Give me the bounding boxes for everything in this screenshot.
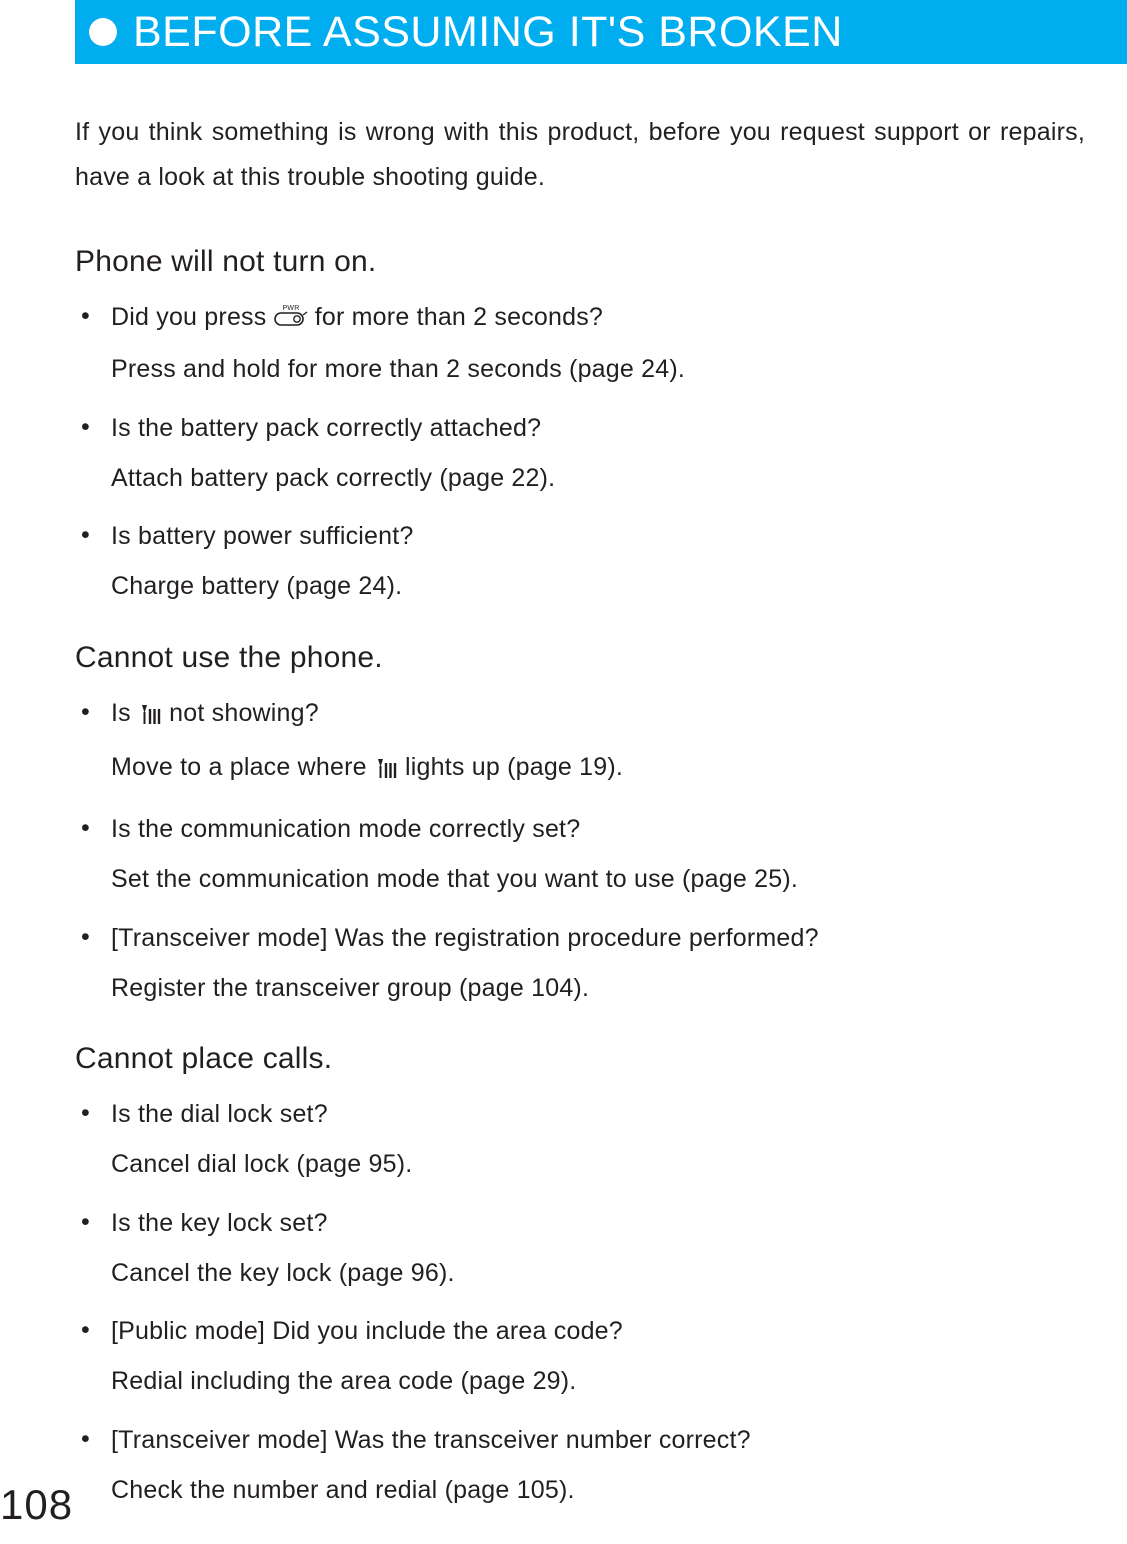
section-heading: Cannot use the phone.	[75, 641, 1085, 675]
question-text: Is the battery pack correctly attached?	[111, 410, 1085, 446]
answer-text-pre: Move to a place where	[111, 753, 374, 781]
list-item: Is battery power sufficient? Charge batt…	[75, 518, 1085, 605]
section-cannot-use-phone: Cannot use the phone. Is not showing? Mo…	[75, 641, 1085, 1007]
list-item: Did you press PWR for more than 2 second…	[75, 299, 1085, 388]
question-text: [Transceiver mode] Was the registration …	[111, 920, 1085, 956]
power-button-icon: PWR	[274, 301, 308, 337]
list-item: [Public mode] Did you include the area c…	[75, 1313, 1085, 1400]
answer-text: Cancel the key lock (page 96).	[111, 1255, 1085, 1291]
item-list: Is not showing? Move to a place where li…	[75, 695, 1085, 1007]
answer-text-post: lights up (page 19).	[398, 753, 623, 781]
answer-text: Attach battery pack correctly (page 22).	[111, 460, 1085, 496]
list-item: [Transceiver mode] Was the transceiver n…	[75, 1422, 1085, 1509]
banner-bullet-icon	[89, 18, 117, 46]
answer-text: Register the transceiver group (page 104…	[111, 970, 1085, 1006]
answer-text: Cancel dial lock (page 95).	[111, 1146, 1085, 1182]
question-text: Is not showing?	[111, 695, 1085, 735]
list-item: Is the key lock set? Cancel the key lock…	[75, 1205, 1085, 1292]
list-item: Is the battery pack correctly attached? …	[75, 410, 1085, 497]
question-text: Did you press PWR for more than 2 second…	[111, 299, 1085, 337]
page-banner: BEFORE ASSUMING IT'S BROKEN	[75, 0, 1127, 64]
answer-text: Set the communication mode that you want…	[111, 861, 1085, 897]
question-text-post: not showing?	[162, 699, 319, 727]
answer-text: Redial including the area code (page 29)…	[111, 1363, 1085, 1399]
answer-text: Press and hold for more than 2 seconds (…	[111, 351, 1085, 387]
question-text-pre: Did you press	[111, 303, 274, 331]
question-text: [Public mode] Did you include the area c…	[111, 1313, 1085, 1349]
question-text: Is the communication mode correctly set?	[111, 811, 1085, 847]
page-content: If you think something is wrong with thi…	[75, 110, 1085, 1544]
answer-text: Check the number and redial (page 105).	[111, 1472, 1085, 1508]
answer-text: Charge battery (page 24).	[111, 568, 1085, 604]
question-text-post: for more than 2 seconds?	[308, 303, 603, 331]
list-item: Is the dial lock set? Cancel dial lock (…	[75, 1096, 1085, 1183]
page-number: 108	[0, 1481, 73, 1529]
question-text: Is battery power sufficient?	[111, 518, 1085, 554]
item-list: Did you press PWR for more than 2 second…	[75, 299, 1085, 605]
question-text-pre: Is	[111, 699, 138, 727]
signal-icon	[138, 699, 162, 735]
question-text: Is the dial lock set?	[111, 1096, 1085, 1132]
list-item: Is not showing? Move to a place where li…	[75, 695, 1085, 790]
section-cannot-place-calls: Cannot place calls. Is the dial lock set…	[75, 1042, 1085, 1508]
section-phone-will-not-turn-on: Phone will not turn on. Did you press PW…	[75, 245, 1085, 605]
question-text: Is the key lock set?	[111, 1205, 1085, 1241]
signal-icon	[374, 753, 398, 789]
pwr-label: PWR	[282, 305, 299, 312]
answer-text: Move to a place where lights up (page 19…	[111, 749, 1085, 789]
section-heading: Cannot place calls.	[75, 1042, 1085, 1076]
question-text: [Transceiver mode] Was the transceiver n…	[111, 1422, 1085, 1458]
list-item: [Transceiver mode] Was the registration …	[75, 920, 1085, 1007]
section-heading: Phone will not turn on.	[75, 245, 1085, 279]
list-item: Is the communication mode correctly set?…	[75, 811, 1085, 898]
banner-title: BEFORE ASSUMING IT'S BROKEN	[133, 8, 843, 57]
intro-paragraph: If you think something is wrong with thi…	[75, 110, 1085, 199]
item-list: Is the dial lock set? Cancel dial lock (…	[75, 1096, 1085, 1508]
